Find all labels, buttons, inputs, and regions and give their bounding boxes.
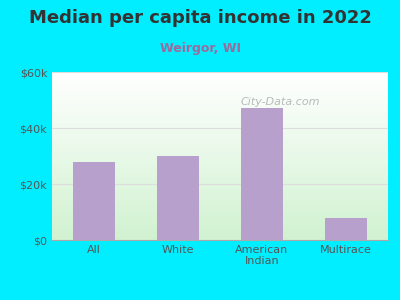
Bar: [325, 218, 367, 240]
Bar: [73, 162, 115, 240]
Bar: [157, 156, 199, 240]
Text: City-Data.com: City-Data.com: [241, 97, 320, 107]
Text: Weirgor, WI: Weirgor, WI: [160, 42, 240, 55]
Bar: [241, 108, 283, 240]
Text: Median per capita income in 2022: Median per capita income in 2022: [28, 9, 372, 27]
